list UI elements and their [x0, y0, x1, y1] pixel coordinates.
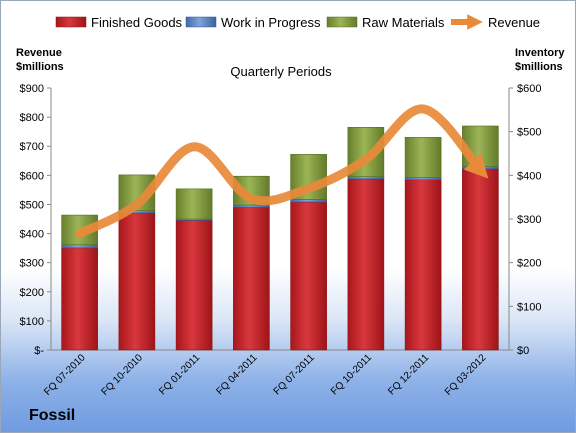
x-axis-tick-labels: FQ 07-2010 FQ 10-2010 FQ 01-2011 FQ 04-2011… — [42, 352, 489, 398]
bar-raw-materials — [175, 188, 213, 220]
right-tick-label: $100 — [517, 301, 541, 313]
legend: Finished Goods Work in Progress Raw Mate… — [55, 14, 540, 30]
bar-raw-materials — [404, 137, 442, 178]
left-axis-ticks: $- $100 $200 $300 $400 $500 $600 $700 $800 $900 — [20, 83, 51, 357]
right-tick-label: $300 — [517, 214, 541, 226]
legend-label-raw-materials: Raw Materials — [362, 15, 445, 30]
right-tick-label: $600 — [517, 83, 541, 95]
right-tick-label: $500 — [517, 127, 541, 139]
left-tick-label: $400 — [20, 229, 44, 241]
x-tick-label: FQ 07-2011 — [272, 352, 317, 397]
bar-finished-goods — [61, 247, 98, 351]
company-name: Fossil — [29, 407, 76, 424]
left-tick-label: $900 — [20, 83, 44, 95]
bar-work-in-progress — [290, 199, 327, 203]
legend-label-work-in-progress: Work in Progress — [221, 15, 321, 30]
left-tick-label: $600 — [20, 170, 44, 182]
x-tick-label: FQ 01-2011 — [157, 352, 202, 397]
right-tick-label: $400 — [517, 170, 541, 182]
x-tick-label: FQ 04-2011 — [215, 352, 260, 397]
left-axis-title-line2: $millions — [16, 61, 64, 73]
revenue-line — [75, 104, 489, 239]
x-tick-label: FQ 07-2010 — [42, 352, 88, 398]
left-tick-label: $300 — [20, 258, 44, 270]
chart-title: Quarterly Periods — [230, 64, 332, 79]
left-tick-label: $500 — [20, 199, 44, 211]
right-tick-label: $200 — [517, 258, 541, 270]
x-tick-label: FQ 12-2011 — [386, 352, 431, 397]
left-tick-label: $100 — [20, 316, 44, 328]
right-tick-label: $0 — [517, 345, 529, 357]
right-axis-title-line1: Inventory — [515, 47, 565, 59]
bar-finished-goods — [404, 179, 442, 351]
bar-finished-goods — [462, 168, 499, 351]
left-tick-label: $- — [34, 345, 44, 357]
right-axis-ticks: $0 $100 $200 $300 $400 $500 $600 — [509, 83, 541, 357]
bar-finished-goods — [347, 178, 385, 351]
bar-finished-goods — [233, 206, 270, 351]
x-tick-label: FQ 10-2011 — [329, 352, 374, 397]
bar-finished-goods — [175, 220, 213, 351]
x-tick-label: FQ 10-2010 — [99, 352, 145, 398]
bars-group — [61, 125, 499, 351]
left-tick-label: $800 — [20, 112, 44, 124]
legend-swatch-work-in-progress — [185, 16, 217, 28]
legend-label-finished-goods: Finished Goods — [91, 15, 183, 30]
left-tick-label: $200 — [20, 287, 44, 299]
legend-swatch-raw-materials — [326, 16, 358, 28]
bar-work-in-progress — [404, 177, 442, 180]
revenue-line-group — [75, 104, 489, 239]
bar-finished-goods — [118, 212, 156, 351]
left-tick-label: $700 — [20, 141, 44, 153]
legend-label-revenue: Revenue — [488, 15, 540, 30]
bar-work-in-progress — [61, 244, 98, 249]
left-axis-title-line1: Revenue — [16, 47, 62, 59]
legend-swatch-finished-goods — [55, 16, 87, 28]
right-axis-title-line2: $millions — [515, 61, 563, 73]
bar-finished-goods — [290, 201, 327, 351]
bar-work-in-progress — [347, 176, 385, 180]
x-tick-label: FQ 03-2012 — [443, 352, 489, 398]
